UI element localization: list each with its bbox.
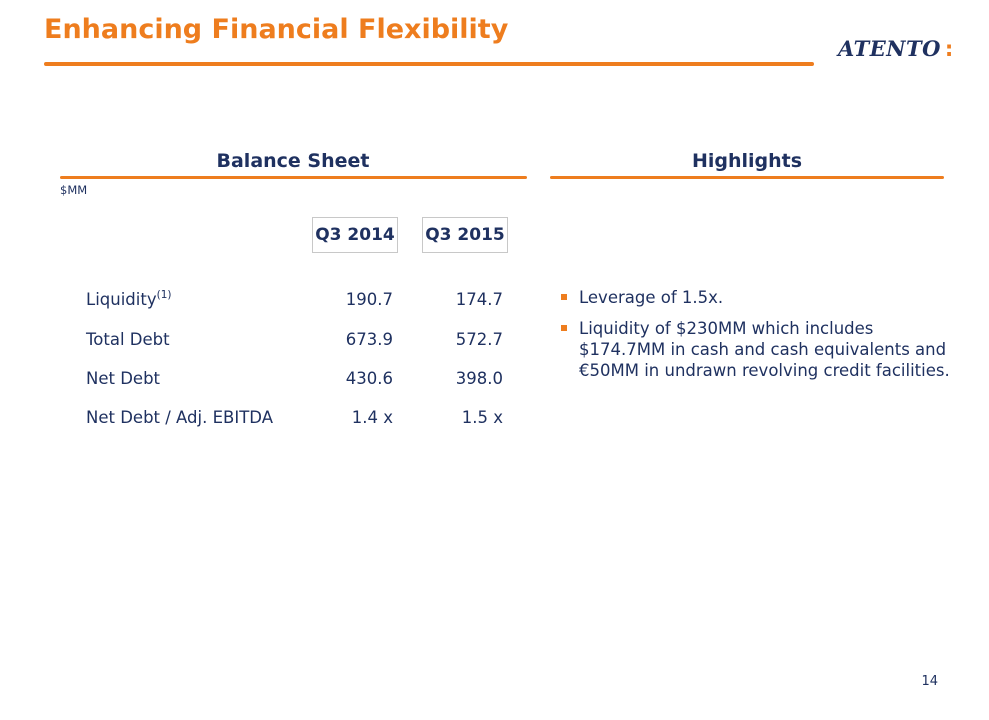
column-header-q3-2014: Q3 2014 [312, 217, 398, 253]
units-label: $MM [60, 183, 88, 197]
square-bullet-icon [561, 325, 567, 331]
row-label: Total Debt [86, 330, 170, 349]
list-item: Leverage of 1.5x. [560, 287, 950, 308]
list-item: Liquidity of $230MM which includes $174.… [560, 318, 950, 381]
value-q3-2015: 398.0 [455, 369, 503, 388]
square-bullet-icon [561, 294, 567, 300]
table-row-liquidity: Liquidity(1) 190.7 174.7 [86, 289, 506, 314]
bullet-text: Liquidity of $230MM which includes $174.… [579, 319, 950, 380]
highlights-heading: Highlights [691, 150, 803, 172]
value-q3-2014: 1.4 x [351, 408, 393, 427]
atento-logo: ATENTO: [838, 36, 953, 66]
row-label: Net Debt / Adj. EBITDA [86, 408, 273, 427]
page-title: Enhancing Financial Flexibility [44, 14, 509, 45]
title-underline [44, 62, 814, 66]
value-q3-2014: 190.7 [345, 290, 393, 309]
value-q3-2015: 572.7 [455, 330, 503, 349]
row-label: Net Debt [86, 369, 161, 388]
column-header-q3-2015: Q3 2015 [422, 217, 508, 253]
table-row-net-debt: Net Debt 430.6 398.0 [86, 369, 506, 393]
value-q3-2014: 673.9 [345, 330, 393, 349]
table-row-net-debt-ebitda: Net Debt / Adj. EBITDA 1.4 x 1.5 x [86, 408, 506, 432]
table-row-total-debt: Total Debt 673.9 572.7 [86, 330, 506, 354]
balance-sheet-underline [60, 176, 527, 179]
row-label: Liquidity(1) [86, 289, 172, 309]
highlights-underline [550, 176, 944, 179]
highlights-list: Leverage of 1.5x. Liquidity of $230MM wh… [560, 287, 950, 391]
page-number: 14 [921, 674, 938, 689]
logo-colon: : [944, 37, 954, 61]
logo-text: ATENTO [838, 36, 941, 61]
logo-wordmark: ATENTO: [838, 36, 954, 61]
value-q3-2015: 1.5 x [461, 408, 503, 427]
balance-sheet-heading: Balance Sheet [216, 150, 370, 172]
value-q3-2015: 174.7 [455, 290, 503, 309]
bullet-text: Leverage of 1.5x. [579, 288, 724, 307]
row-label-text: Liquidity [86, 290, 157, 309]
value-q3-2014: 430.6 [345, 369, 393, 388]
footnote-marker: (1) [156, 289, 172, 301]
